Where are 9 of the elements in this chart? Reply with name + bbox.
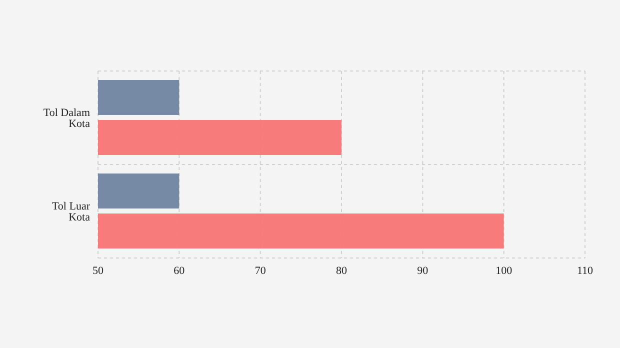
x-tick-label: 100 — [496, 264, 513, 277]
x-tick-label: 110 — [576, 264, 594, 277]
y-tick-label: Tol Dalam Kota — [43, 107, 90, 130]
x-tick-label: 60 — [174, 264, 186, 277]
y-tick-label: Tol Luar Kota — [52, 200, 90, 224]
x-tick-label: 80 — [336, 264, 348, 277]
x-tick-label: 90 — [417, 264, 429, 277]
x-tick-label: 70 — [254, 264, 266, 277]
x-tick-label: 50 — [92, 264, 104, 277]
